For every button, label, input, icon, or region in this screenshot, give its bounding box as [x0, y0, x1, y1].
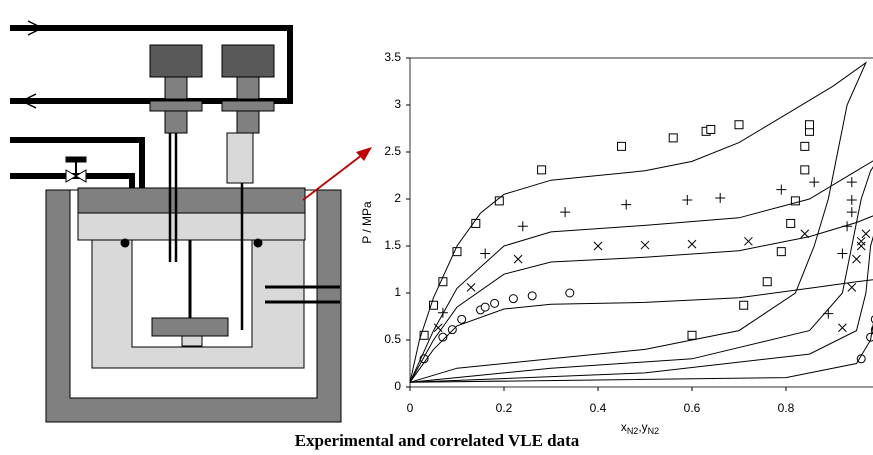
square-point	[800, 165, 810, 175]
cross-point	[856, 241, 866, 251]
square-point	[776, 247, 786, 257]
correlated-curve	[409, 279, 873, 383]
cross-point	[838, 323, 847, 333]
x-axis-label-part: N2	[627, 426, 639, 436]
square-point	[537, 165, 547, 175]
y-tick-label: 3	[394, 97, 401, 111]
x-tick-label: 0.6	[684, 401, 701, 415]
plus-point	[809, 177, 820, 188]
square-point	[419, 330, 429, 340]
correlated-curve	[409, 160, 873, 383]
plus-point	[776, 184, 787, 195]
circle-point	[508, 294, 518, 304]
cross-point	[640, 240, 650, 250]
apparatus-diagram	[10, 20, 342, 423]
cross-point	[744, 236, 753, 246]
circle-point	[447, 325, 457, 335]
square-point	[452, 247, 462, 257]
x-tick-label: 0.4	[590, 401, 607, 415]
plus-point	[846, 207, 857, 218]
x-tick-label: 0.2	[496, 401, 513, 415]
y-tick-label: 0	[394, 379, 401, 393]
plus-point	[560, 207, 571, 218]
vle-chart: 00.511.522.533.50 0.2 0.4 0.6 0.8P / MPaxN2,…	[360, 50, 873, 436]
square-point	[762, 277, 772, 287]
circle-point	[438, 332, 448, 342]
plus-point	[517, 221, 528, 232]
plus-point	[682, 194, 693, 205]
x-axis-label-part: x	[621, 420, 627, 434]
cross-point	[593, 241, 603, 251]
cross-point	[852, 254, 861, 264]
plus-point	[621, 199, 632, 210]
circle-point	[480, 302, 490, 312]
plus-point	[715, 193, 726, 204]
square-point	[429, 300, 438, 310]
cross-point	[856, 236, 866, 246]
x-axis-label: xN2,yN2	[621, 420, 659, 436]
y-tick-label: 0.5	[384, 332, 401, 346]
plus-point	[846, 194, 857, 205]
square-point	[734, 120, 744, 130]
pointer-arrow	[302, 154, 363, 201]
y-tick-label: 1	[394, 285, 401, 299]
correlated-curve	[409, 215, 873, 383]
pointer-arrow-head	[356, 147, 372, 161]
y-tick-label: 2.5	[384, 144, 401, 158]
cross-point	[687, 239, 697, 249]
square-point	[706, 124, 716, 134]
circle-point	[527, 291, 537, 301]
square-point	[617, 141, 626, 151]
y-tick-label: 3.5	[384, 50, 401, 64]
square-point	[739, 300, 749, 310]
square-point	[790, 196, 800, 206]
square-point	[668, 133, 678, 143]
square-point	[786, 218, 796, 228]
cross-point	[466, 283, 476, 292]
cross-point	[513, 254, 523, 264]
y-tick-label: 1.5	[384, 238, 401, 252]
correlated-curve	[409, 61, 868, 383]
square-point	[800, 141, 810, 151]
square-point	[805, 120, 814, 130]
y-tick-label: 2	[394, 191, 401, 205]
square-point	[438, 277, 448, 287]
y-axis-label: P / MPa	[360, 201, 374, 244]
cross-point	[861, 229, 871, 239]
square-point	[687, 330, 697, 340]
plus-point	[480, 248, 491, 259]
caption: Experimental and correlated VLE data	[295, 431, 580, 450]
x-axis-label-part: N2	[648, 426, 660, 436]
circle-point	[457, 314, 467, 324]
x-tick-label: 0.8	[778, 401, 795, 415]
plus-point	[846, 177, 857, 188]
circle-point	[565, 288, 575, 298]
cross-point	[847, 283, 857, 292]
plot-frame	[409, 57, 873, 388]
plus-point	[837, 248, 848, 259]
x-axis-label-part: ,y	[638, 420, 647, 434]
cross-point	[800, 229, 810, 239]
x-tick-label: 0	[407, 401, 414, 415]
circle-point	[490, 298, 500, 308]
